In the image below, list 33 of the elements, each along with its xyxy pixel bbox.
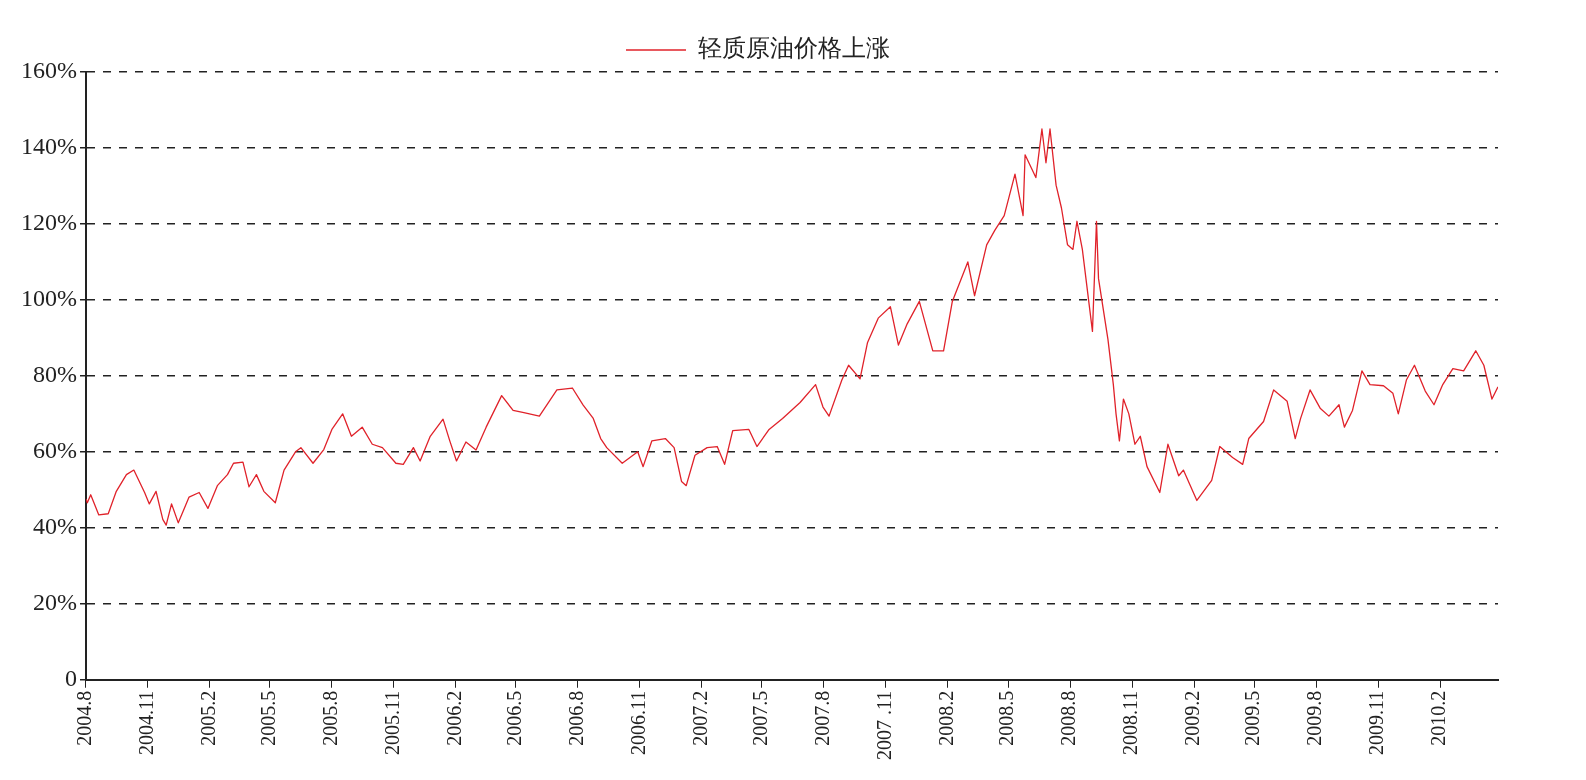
y-tick-label: 20% — [32, 589, 77, 616]
y-tick-label: 160% — [20, 57, 77, 84]
x-tick-label: 2005.11 — [381, 690, 404, 756]
x-tick-label: 2004.8 — [73, 690, 96, 746]
x-tick-label: 2009.11 — [1365, 690, 1388, 756]
x-tick-label: 2007.2 — [688, 690, 711, 746]
x-tick-label: 2007.8 — [810, 690, 833, 746]
x-tick-label: 2008.11 — [1119, 690, 1142, 756]
x-tick-label: 2007.5 — [748, 690, 771, 746]
x-tick-label: 2005.8 — [319, 690, 342, 746]
y-tick-label: 120% — [20, 209, 77, 236]
x-tick-label: 2009.2 — [1181, 690, 1204, 746]
y-tick-label: 100% — [20, 285, 77, 312]
x-tick-label: 2006.8 — [565, 690, 588, 746]
x-tick-label: 2008.2 — [934, 690, 957, 746]
x-tick-label: 2008.8 — [1057, 690, 1080, 746]
x-tick-label: 2010.2 — [1427, 690, 1450, 746]
x-tick-label: 2009.5 — [1241, 690, 1264, 746]
x-tick-label: 2006.11 — [627, 690, 649, 756]
y-tick-label: 80% — [32, 361, 77, 388]
x-tick-label: 2005.2 — [197, 690, 220, 746]
x-tick-label: 2005.5 — [257, 690, 280, 746]
x-tick-label: 2008.5 — [995, 690, 1018, 746]
x-tick-label: 2007 .11 — [872, 690, 895, 761]
y-tick-label: 0 — [64, 665, 77, 692]
x-tick-label: 2009.8 — [1303, 690, 1326, 746]
x-tick-label: 2006.2 — [443, 690, 466, 746]
legend-label: 轻质原油价格上涨 — [698, 35, 890, 62]
y-tick-label: 140% — [20, 133, 77, 160]
y-tick-label: 40% — [32, 513, 77, 540]
x-tick-label: 2006.5 — [503, 690, 526, 746]
y-tick-label: 60% — [32, 437, 77, 464]
x-tick-label: 2004.11 — [135, 690, 158, 756]
